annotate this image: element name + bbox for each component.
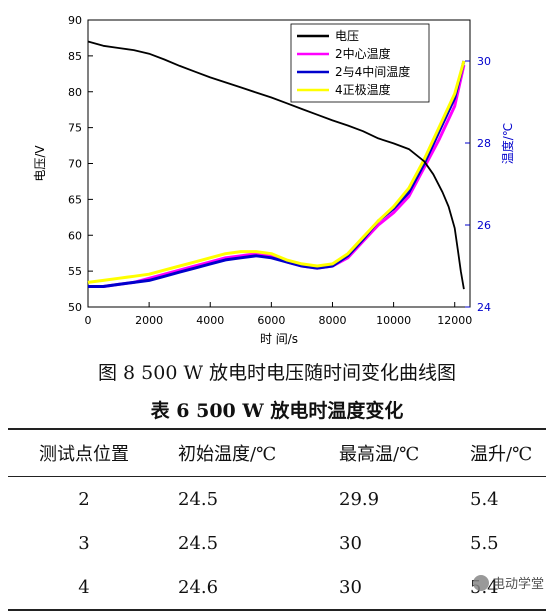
table-row: 4 24.6 30 5.4	[8, 565, 546, 610]
legend-label: 4正极温度	[335, 82, 391, 97]
table-row: 2 24.5 29.9 5.4	[8, 477, 546, 522]
y-right-tick-label: 28	[477, 137, 491, 150]
series-line-4	[87, 60, 466, 284]
y-left-tick-label: 60	[68, 229, 82, 242]
y-left-tick-label: 90	[68, 14, 82, 27]
table-title: 表 6 500 W 放电时温度变化	[150, 400, 404, 422]
header-max-temp: 最高温/℃	[339, 444, 420, 465]
header-temp-rise: 温升/℃	[470, 444, 533, 465]
header-initial-temp: 初始温度/℃	[178, 444, 277, 465]
x-axis-label: 时 间/s	[260, 332, 298, 346]
cell-temp-rise: 5.4	[470, 488, 499, 510]
cell-position: 4	[78, 576, 90, 598]
cell-position: 3	[78, 532, 90, 554]
x-tick-label: 0	[85, 314, 92, 327]
y-left-tick-label: 50	[68, 301, 82, 314]
y-right-tick-label: 30	[477, 55, 491, 68]
cell-initial-temp: 24.5	[178, 488, 219, 510]
legend-label: 2中心温度	[335, 46, 391, 61]
x-tick-label: 10000	[376, 314, 411, 327]
x-tick-label: 8000	[318, 314, 346, 327]
cell-initial-temp: 24.6	[178, 576, 219, 598]
y-left-tick-label: 85	[68, 50, 82, 63]
temperature-table: 测试点位置 初始温度/℃ 最高温/℃ 温升/℃ 2 24.5 29.9 5.4 …	[8, 428, 546, 611]
voltage-temperature-chart: 0 2000 4000 6000 8000 10000 12000 50 55 60 65 70 75 8…	[33, 14, 515, 346]
table-row: 3 24.5 30 5.5	[8, 521, 546, 565]
chart-svg: 0 2000 4000 6000 8000 10000 12000 50 55 60 65 70 75 8…	[33, 14, 515, 346]
y-left-tick-label: 70	[68, 158, 82, 171]
cell-max-temp: 30	[339, 576, 362, 598]
y-left-axis-label: 电压/V	[33, 145, 47, 182]
legend-label: 2与4中间温度	[335, 64, 410, 79]
cell-max-temp: 30	[339, 532, 362, 554]
x-tick-label: 2000	[135, 314, 163, 327]
cell-max-temp: 29.9	[339, 488, 380, 510]
wechat-logo-icon	[472, 575, 489, 591]
series-line-1	[87, 40, 465, 290]
figure-caption: 图 8 500 W 放电时电压随时间变化曲线图	[97, 362, 457, 384]
header-position: 测试点位置	[39, 444, 129, 465]
y-right-tick-label: 26	[477, 219, 491, 232]
series-line-3	[88, 60, 466, 288]
watermark: 电动学堂	[472, 573, 544, 592]
y-left-tick-label: 65	[68, 193, 82, 206]
x-tick-label: 12000	[437, 314, 472, 327]
cell-initial-temp: 24.5	[178, 532, 219, 554]
y-left-tick-label: 75	[68, 122, 82, 135]
x-tick-label: 4000	[196, 314, 224, 327]
y-right-tick-label: 24	[477, 301, 491, 314]
cell-temp-rise: 5.5	[470, 532, 499, 554]
y-right-axis-label: 温度/℃	[500, 123, 515, 165]
y-left-tick-label: 80	[68, 86, 82, 99]
watermark-text: 电动学堂	[491, 577, 544, 592]
x-tick-label: 6000	[257, 314, 285, 327]
legend-label: 电压	[335, 29, 359, 43]
cell-position: 2	[78, 488, 90, 510]
table-header-row: 测试点位置 初始温度/℃ 最高温/℃ 温升/℃	[8, 429, 546, 477]
y-left-tick-label: 55	[68, 265, 82, 278]
